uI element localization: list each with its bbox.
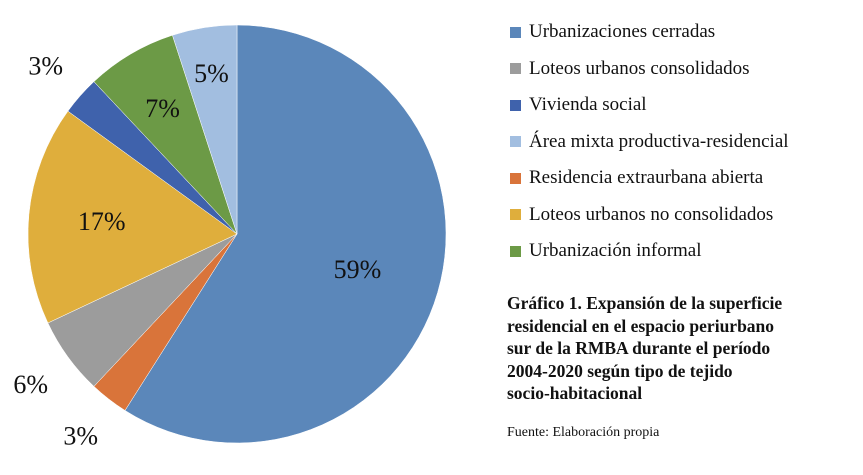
pie-label-urbanizacion-informal: 7% [145,94,180,123]
legend-item-loteos-urbanos-consolidados: Loteos urbanos consolidados [510,51,789,88]
pie-slice-loteos-urbanos-no-consolidados [27,110,238,324]
legend-swatch [510,99,521,111]
figure-caption: Gráfico 1. Expansión de la superficie re… [507,292,857,405]
pie-slice-urbanizaciones-cerradas [124,24,447,444]
caption-line-5: socio-habitacional [507,383,643,403]
legend: Urbanizaciones cerradas Loteos urbanos co… [510,14,789,270]
pie-labels: 59% 3% 6% 17% 3% 7% 5% [13,51,381,450]
figure-source: Fuente: Elaboración propia [507,425,660,440]
pie-label-residencia-extraurbana-abierta: 3% [63,421,98,450]
legend-label: Área mixta productiva-residencial [529,130,789,152]
legend-item-loteos-urbanos-no-consolidados: Loteos urbanos no consolidados [510,197,789,234]
legend-label: Urbanizaciones cerradas [529,21,716,43]
legend-item-urbanizaciones-cerradas: Urbanizaciones cerradas [510,14,789,51]
pie-label-loteos-urbanos-consolidados: 6% [13,370,48,399]
pie-label-loteos-urbanos-no-consolidados: 17% [78,207,126,236]
legend-label: Loteos urbanos no consolidados [529,203,774,225]
caption-line-4: 2004-2020 según tipo de tejido [507,360,733,381]
legend-label: Residencia extraurbana abierta [529,167,764,189]
legend-item-area-mixta-productiva-residencial: Área mixta productiva-residencial [510,124,789,161]
legend-swatch [510,172,521,184]
legend-swatch [510,209,521,221]
caption-line-2: residencial en el espacio periurbano [507,315,775,336]
pie-label-urbanizaciones-cerradas: 59% [334,255,382,284]
legend-item-urbanizacion-informal: Urbanización informal [510,233,789,270]
legend-swatch [510,245,521,257]
legend-item-vivienda-social: Vivienda social [510,87,789,124]
legend-label: Urbanización informal [529,240,702,262]
legend-label: Loteos urbanos consolidados [529,57,750,79]
pie-label-area-mixta-productiva-residencial: 5% [194,59,229,88]
legend-item-residencia-extraurbana-abierta: Residencia extraurbana abierta [510,160,789,197]
legend-swatch [510,63,521,75]
legend-label: Vivienda social [529,94,647,116]
pie-label-vivienda-social: 3% [28,51,63,80]
caption-line-1: Gráfico 1. Expansión de la superficie [507,293,783,313]
pie-slices [27,24,447,444]
caption-line-3: sur de la RMBA durante el período [507,338,771,358]
pie-slice-area-mixta-productiva-residencial [172,24,238,235]
pie-chart: 59% 3% 6% 17% 3% 7% 5% [13,24,447,450]
legend-swatch [510,136,521,148]
legend-swatch [510,26,521,38]
